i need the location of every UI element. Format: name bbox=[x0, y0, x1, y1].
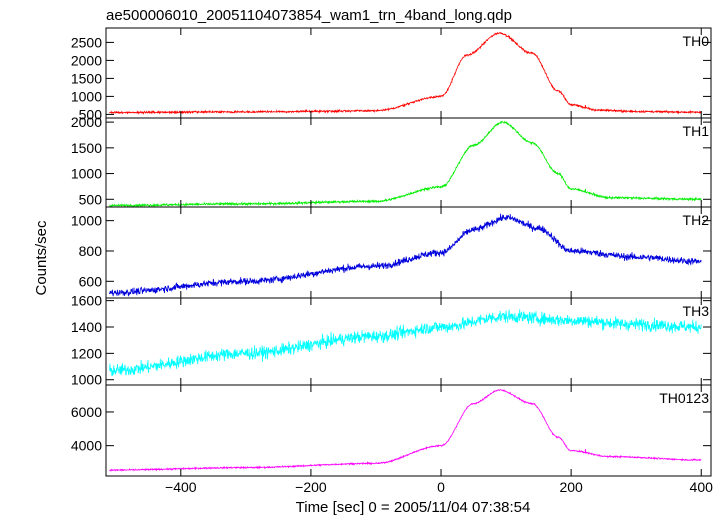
series-line-th2 bbox=[108, 213, 702, 297]
x-axis: −400 −200 0 200 400 bbox=[165, 479, 713, 495]
panel-frame bbox=[105, 384, 712, 477]
panel-label: TH0123 bbox=[659, 390, 709, 406]
panel-th2: 600 800 1000 TH2 bbox=[71, 206, 712, 299]
panel-th3: 1000 1200 1400 1600 TH3 bbox=[71, 293, 712, 388]
y-tick-label: 2500 bbox=[71, 34, 102, 50]
y-tick-label: 1000 bbox=[71, 372, 102, 388]
series-line-th3 bbox=[108, 309, 702, 377]
x-axis-label: Time [sec] 0 = 2005/11/04 07:38:54 bbox=[296, 499, 531, 516]
y-tick-label: 4000 bbox=[71, 438, 102, 454]
y-tick-label: 1500 bbox=[71, 140, 102, 156]
y-tick-label: 500 bbox=[79, 106, 103, 122]
x-tick-label: −400 bbox=[165, 479, 197, 495]
x-tick-label: 400 bbox=[690, 479, 714, 495]
panel-group: 500 1000 1500 2000 2500 TH0 500 1000 1500 2000 TH1… bbox=[71, 27, 712, 477]
panel-label: TH0 bbox=[683, 33, 710, 49]
y-axis-label: Counts/sec bbox=[33, 220, 50, 296]
panel-th1: 500 1000 1500 2000 TH1 bbox=[71, 114, 712, 208]
y-tick-label: 1600 bbox=[71, 293, 102, 309]
y-tick-label: 1400 bbox=[71, 319, 102, 335]
y-tick-label: 6000 bbox=[71, 404, 102, 420]
y-tick-label: 1000 bbox=[71, 88, 102, 104]
y-tick-label: 800 bbox=[79, 243, 103, 259]
y-tick-label: 2000 bbox=[71, 114, 102, 130]
y-tick-label: 1000 bbox=[71, 166, 102, 182]
series-line-th1 bbox=[109, 120, 702, 207]
y-tick-label: 600 bbox=[79, 273, 103, 289]
x-tick-label: −200 bbox=[295, 479, 327, 495]
series-line-th0 bbox=[109, 31, 702, 115]
y-tick-label: 2000 bbox=[71, 52, 102, 68]
panel-th0: 500 1000 1500 2000 2500 TH0 bbox=[71, 27, 712, 122]
x-tick-label: 200 bbox=[559, 479, 583, 495]
panel-th0123: 4000 6000 TH0123 bbox=[71, 384, 712, 477]
y-tick-label: 1500 bbox=[71, 70, 102, 86]
panel-label: TH2 bbox=[683, 212, 710, 228]
panel-frame bbox=[105, 297, 712, 386]
x-tick-label: 0 bbox=[437, 479, 445, 495]
y-tick-label: 1000 bbox=[71, 213, 102, 229]
chart-title: ae500006010_20051104073854_wam1_trn_4ban… bbox=[106, 7, 512, 24]
y-tick-label: 1200 bbox=[71, 345, 102, 361]
series-line-th0123 bbox=[109, 388, 702, 472]
panel-label: TH1 bbox=[683, 123, 710, 139]
panel-label: TH3 bbox=[683, 303, 710, 319]
y-tick-label: 500 bbox=[79, 191, 103, 207]
